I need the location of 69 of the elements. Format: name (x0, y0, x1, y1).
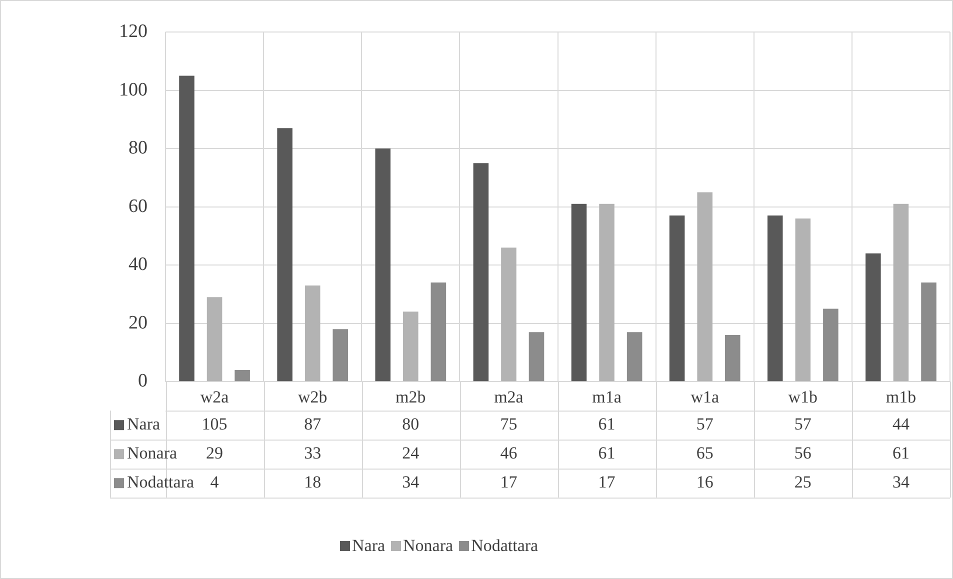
data-label: 4 (210, 472, 220, 492)
legend-label: Nodattara (127, 472, 194, 492)
bar (430, 282, 446, 382)
data-label: 61 (598, 444, 616, 463)
data-label: 16 (696, 472, 714, 492)
bar (179, 76, 194, 382)
data-label: 34 (892, 472, 910, 492)
data-label: 44 (892, 414, 910, 434)
data-label: 61 (892, 444, 910, 463)
bar (795, 218, 811, 382)
data-label: 57 (794, 414, 812, 434)
y-tick-label: 40 (128, 254, 148, 276)
bar (669, 216, 685, 382)
bar (724, 334, 740, 382)
x-tick-label: m1b (886, 387, 916, 406)
x-tick-label: w1b (788, 387, 818, 406)
legend-label: Nonara (127, 444, 178, 463)
bar (234, 370, 250, 382)
y-tick-label: 60 (128, 196, 148, 217)
data-label: 65 (696, 444, 714, 463)
bar (866, 253, 881, 382)
bar (277, 128, 292, 382)
y-tick-label: 0 (138, 370, 148, 392)
data-label: 25 (794, 472, 812, 492)
data-label: 29 (206, 444, 224, 463)
bar (599, 204, 614, 382)
data-label: 57 (696, 414, 714, 434)
y-tick-label: 100 (119, 79, 148, 100)
bar (893, 204, 909, 382)
data-label: 87 (304, 414, 322, 434)
bar (697, 192, 712, 382)
bar (571, 204, 587, 382)
text: Nodattara (471, 536, 538, 555)
y-tick-label: 120 (119, 20, 148, 42)
text: Nara (352, 536, 386, 555)
bar (403, 312, 418, 382)
x-tick-label: m2a (494, 387, 524, 406)
data-label: 75 (500, 414, 518, 434)
bar (921, 282, 936, 382)
bar (473, 163, 489, 382)
y-tick-label: 20 (128, 312, 148, 334)
y-tick-label: 80 (128, 138, 148, 159)
x-tick-label: w2b (298, 387, 328, 406)
bar (767, 216, 783, 382)
bar (501, 248, 516, 382)
bar (206, 297, 222, 382)
bar (823, 308, 838, 382)
data-label: 56 (794, 444, 812, 463)
data-label: 17 (598, 472, 616, 492)
bar (375, 148, 391, 382)
text: Nonara (403, 536, 454, 555)
x-tick-label: m1a (592, 387, 622, 406)
data-label: 61 (598, 414, 616, 434)
bar (332, 329, 348, 382)
data-label: 105 (202, 414, 228, 434)
data-label: 34 (402, 472, 420, 492)
data-label: 17 (500, 472, 518, 492)
data-label: 18 (304, 472, 322, 492)
data-label: 80 (402, 414, 420, 434)
data-label: 33 (304, 444, 322, 463)
data-label: 46 (500, 444, 518, 463)
bar (304, 285, 320, 382)
x-tick-label: w1a (690, 387, 720, 406)
legend-label: Nara (127, 414, 160, 434)
bar (626, 332, 642, 382)
data-label: 24 (402, 444, 420, 463)
bar (528, 332, 544, 382)
x-tick-label: w2a (200, 387, 230, 406)
x-tick-label: m2b (396, 387, 426, 406)
